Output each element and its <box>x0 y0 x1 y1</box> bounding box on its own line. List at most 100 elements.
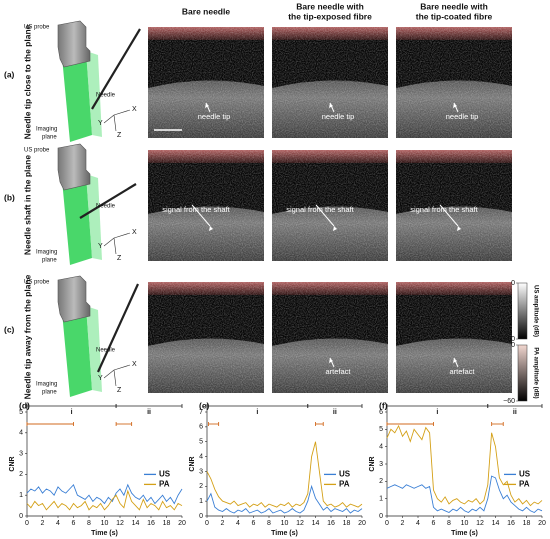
series-line <box>26 489 183 511</box>
axis <box>103 114 115 124</box>
annotation: signal from the shaft <box>410 205 478 214</box>
needle <box>79 183 137 219</box>
panel-label: (f) <box>379 400 388 410</box>
axis <box>113 232 131 239</box>
phase-label: ii <box>513 409 517 416</box>
y-tick-label: 1 <box>19 492 23 499</box>
probe <box>57 275 91 323</box>
column-header: Bare needle with <box>420 1 488 11</box>
y-tick-label: 6 <box>379 409 383 416</box>
y-tick-label: 5 <box>199 439 203 446</box>
axis-label: X <box>132 229 137 236</box>
x-tick-label: 20 <box>358 520 366 527</box>
axis-label: X <box>132 106 137 113</box>
us-image <box>148 27 264 138</box>
phase-label: i <box>436 409 438 416</box>
axis-label: Z <box>117 255 122 262</box>
arrow-head <box>329 103 333 108</box>
x-tick-label: 10 <box>461 520 469 527</box>
us-image <box>396 27 512 138</box>
speckle <box>148 150 264 261</box>
axis <box>113 109 131 116</box>
schematic-label: US probe <box>24 280 50 286</box>
x-tick-label: 6 <box>72 520 76 527</box>
annotation-arrow <box>439 204 459 227</box>
speckle <box>396 282 512 393</box>
arrow-head <box>453 358 457 363</box>
arrow-head <box>457 226 461 231</box>
axis-label: Y <box>98 120 103 127</box>
x-tick-label: 0 <box>205 520 209 527</box>
y-tick-label: 5 <box>379 426 383 433</box>
x-tick-label: 18 <box>523 520 531 527</box>
annotation: artefact <box>325 367 351 376</box>
speckle <box>272 150 388 261</box>
us-image <box>396 150 512 261</box>
x-tick-label: 4 <box>416 520 420 527</box>
x-axis-label: Time (s) <box>271 530 298 537</box>
y-tick-label: 2 <box>379 478 383 485</box>
schematic-label: plane <box>42 135 57 141</box>
y-tick-label: 0 <box>19 513 23 520</box>
phase-label: i <box>71 409 73 416</box>
axis <box>113 369 117 387</box>
x-tick-label: 6 <box>252 520 256 527</box>
column-header: the tip-coated fibre <box>416 11 493 21</box>
phase-label: ii <box>147 409 151 416</box>
us-image <box>272 150 388 261</box>
schematic-label: plane <box>42 258 57 264</box>
x-tick-label: 8 <box>267 520 271 527</box>
row-title: Needle tip close to the plane <box>22 24 32 139</box>
colorbar <box>517 282 528 340</box>
series-line <box>26 483 183 505</box>
y-tick-label: 0 <box>199 513 203 520</box>
plane-shade <box>86 51 102 137</box>
x-tick-label: 18 <box>343 520 351 527</box>
colorbar-tick-label: −60 <box>503 336 515 343</box>
column-header: Bare needle with <box>296 1 364 11</box>
needle <box>91 28 141 110</box>
schematic-label: Imaging <box>36 250 57 256</box>
legend-label: US <box>519 470 531 479</box>
y-tick-label: 2 <box>19 471 23 478</box>
x-tick-label: 4 <box>236 520 240 527</box>
x-tick-label: 4 <box>56 520 60 527</box>
x-tick-label: 2 <box>221 520 225 527</box>
row-label: (b) <box>4 192 15 202</box>
probe <box>57 143 91 191</box>
schematic-label: Needle <box>96 348 116 354</box>
annotation-arrow <box>315 204 335 227</box>
schematic-label: Needle <box>96 93 116 99</box>
colorbar-tick-label: −60 <box>503 398 515 405</box>
imaging-plane <box>62 51 92 142</box>
series-line <box>206 441 363 508</box>
x-tick-label: 18 <box>163 520 171 527</box>
legend-label: PA <box>519 480 530 489</box>
row-title: Needle tip away from the plane <box>22 274 32 399</box>
axis-label: Y <box>98 375 103 382</box>
probe <box>57 20 91 68</box>
x-tick-label: 14 <box>492 520 500 527</box>
annotation-arrow <box>191 204 211 227</box>
row-label: (c) <box>4 324 15 334</box>
colorbar-tick-label: 0 <box>511 342 515 349</box>
schematic-label: Needle <box>96 204 116 210</box>
panel-label: (d) <box>19 400 30 410</box>
imaging-plane <box>62 174 92 265</box>
colorbar-tick-label: 0 <box>511 280 515 287</box>
schematic-label: plane <box>42 390 57 396</box>
annotation: needle tip <box>322 112 355 121</box>
x-tick-label: 12 <box>296 520 304 527</box>
axis <box>103 369 115 379</box>
row-title: Needle shaft in the plane <box>22 155 32 255</box>
row-label: (a) <box>4 69 15 79</box>
schematic-label: Imaging <box>36 127 57 133</box>
annotation: signal from the shaft <box>162 205 230 214</box>
legend-label: US <box>159 470 171 479</box>
speckle <box>148 27 264 138</box>
y-tick-label: 4 <box>379 444 383 451</box>
x-tick-label: 16 <box>147 520 155 527</box>
y-tick-label: 1 <box>199 498 203 505</box>
us-image <box>148 150 264 261</box>
legend-label: US <box>339 470 351 479</box>
